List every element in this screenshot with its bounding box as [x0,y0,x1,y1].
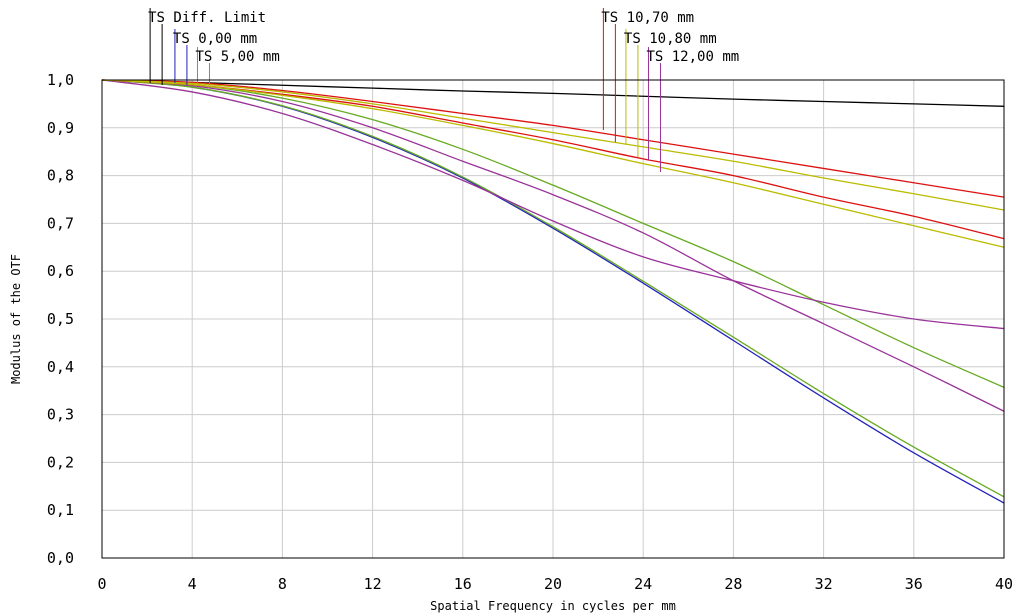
y-tick-label: 0,9 [47,119,74,137]
data-series [101,79,1005,504]
tick-labels: 0 4 8 12 16 20 24 28 32 36 40 0,0 0,1 0,2 0,3 0,4 0,5 0,6… [47,71,1013,593]
series-line-8 [101,79,1005,211]
x-tick-label: 0 [97,575,106,593]
legend-label: TS 12,00 mm [646,49,739,65]
y-tick-label: 0,5 [47,310,74,328]
y-tick-label: 0,1 [47,501,74,519]
y-tick-label: 0,8 [47,167,74,185]
legend-label: TS 0,00 mm [173,31,257,47]
x-tick-label: 36 [905,575,923,593]
y-axis-title: Modulus of the OTF [9,254,23,384]
series-line-3 [101,79,1005,388]
series-line-4 [101,79,1005,412]
series-line-0 [101,79,1005,107]
legend: TS Diff. Limit TS 0,00 mm TS 5,00 mm TS 10,… [148,8,739,172]
y-tick-label: 0,3 [47,406,74,424]
y-tick-label: 0,0 [47,549,74,567]
legend-label: TS 5,00 mm [195,49,279,65]
y-tick-label: 1,0 [47,71,74,89]
x-tick-label: 12 [364,575,382,593]
x-tick-label: 16 [454,575,472,593]
series-line-9 [101,79,1005,248]
x-tick-label: 4 [188,575,197,593]
y-tick-label: 0,4 [47,358,74,376]
legend-label: TS 10,70 mm [601,10,694,26]
x-axis-title: Spatial Frequency in cycles per mm [430,599,676,613]
legend-label: TS Diff. Limit [148,10,266,26]
x-tick-label: 20 [544,575,562,593]
series-line-2 [101,79,1005,498]
series-line-6 [101,79,1005,198]
y-tick-label: 0,6 [47,262,74,280]
x-tick-label: 40 [995,575,1013,593]
series-line-5 [101,79,1005,330]
x-tick-label: 8 [278,575,287,593]
y-tick-label: 0,2 [47,453,74,471]
x-tick-label: 24 [634,575,652,593]
legend-label: TS 10,80 mm [624,31,717,47]
y-tick-label: 0,7 [47,214,74,232]
plot-frame [101,79,1005,559]
x-tick-label: 28 [724,575,742,593]
x-tick-label: 32 [815,575,833,593]
